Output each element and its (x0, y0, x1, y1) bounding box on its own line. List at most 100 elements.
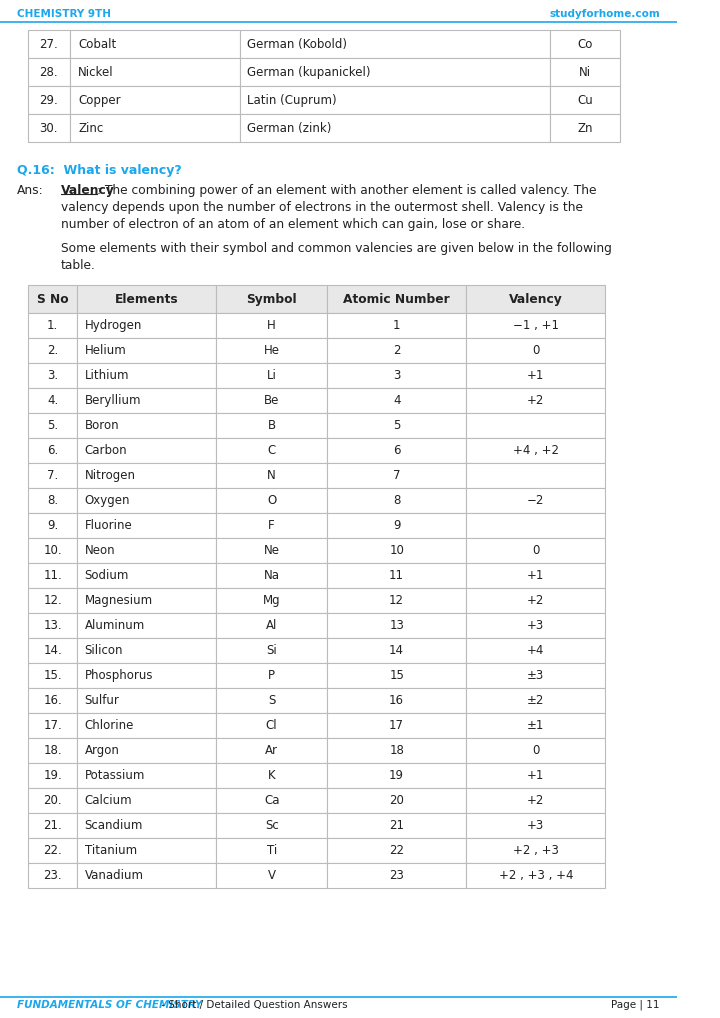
Bar (327, 838, 467, 863)
Bar (77, 688, 216, 713)
Text: Chlorine: Chlorine (84, 719, 134, 732)
Bar (327, 688, 467, 713)
Text: Ne: Ne (264, 544, 279, 557)
Bar (327, 413, 467, 438)
Bar (467, 713, 606, 738)
Text: Ar: Ar (265, 744, 278, 757)
Bar (327, 438, 467, 463)
Bar (216, 838, 327, 863)
Text: +4 , +2: +4 , +2 (513, 444, 559, 457)
Bar (327, 538, 467, 563)
Text: 22.: 22. (43, 844, 62, 857)
Bar (28, 663, 77, 688)
Bar (216, 863, 327, 888)
Text: +3: +3 (527, 819, 544, 832)
Bar (28, 488, 77, 513)
Text: 30.: 30. (40, 121, 58, 134)
Bar (327, 663, 467, 688)
Text: 3: 3 (393, 369, 400, 382)
Bar (467, 388, 606, 413)
Bar (28, 588, 77, 613)
Text: number of electron of an atom of an element which can gain, lose or share.: number of electron of an atom of an elem… (61, 218, 525, 231)
Bar (467, 285, 606, 313)
Text: 21.: 21. (43, 819, 62, 832)
Bar (28, 764, 77, 788)
Bar (28, 813, 77, 838)
Bar (77, 663, 216, 688)
Bar (77, 738, 216, 764)
Text: 16: 16 (389, 694, 404, 706)
Bar (327, 513, 467, 538)
Text: 18: 18 (390, 744, 404, 757)
Bar (77, 463, 216, 488)
Text: V: V (268, 869, 276, 882)
Text: 14.: 14. (43, 644, 62, 657)
Bar (550, 86, 621, 114)
Bar (216, 613, 327, 638)
Text: German (zink): German (zink) (247, 121, 332, 134)
Bar (28, 863, 77, 888)
Text: 14: 14 (389, 644, 404, 657)
Bar (77, 338, 216, 363)
Text: 0: 0 (532, 344, 539, 357)
Bar (327, 388, 467, 413)
Bar (28, 114, 71, 142)
Text: Sulfur: Sulfur (84, 694, 120, 706)
Text: +2: +2 (527, 394, 544, 407)
Bar (71, 86, 240, 114)
Bar (327, 713, 467, 738)
Text: studyforhome.com: studyforhome.com (549, 9, 660, 19)
Text: 20.: 20. (43, 794, 62, 807)
Bar (77, 285, 216, 313)
Text: Scandium: Scandium (84, 819, 143, 832)
Bar (77, 413, 216, 438)
Bar (216, 813, 327, 838)
Text: Ti: Ti (266, 844, 276, 857)
Text: Li: Li (266, 369, 276, 382)
Bar (467, 764, 606, 788)
Bar (550, 30, 621, 58)
Bar (216, 663, 327, 688)
Bar (28, 738, 77, 764)
Bar (327, 764, 467, 788)
Bar (327, 863, 467, 888)
Text: 7: 7 (393, 469, 400, 482)
Text: S: S (268, 694, 275, 706)
Bar (77, 764, 216, 788)
Text: Copper: Copper (78, 94, 121, 107)
Bar (77, 813, 216, 838)
Text: Nitrogen: Nitrogen (84, 469, 135, 482)
Text: Na: Na (264, 569, 279, 582)
Text: B: B (268, 419, 276, 432)
Bar (467, 863, 606, 888)
Text: Ca: Ca (264, 794, 279, 807)
Text: 21: 21 (389, 819, 404, 832)
Text: He: He (264, 344, 279, 357)
Text: 19.: 19. (43, 769, 62, 782)
Text: F: F (269, 519, 275, 532)
Bar (467, 413, 606, 438)
Text: +2 , +3 , +4: +2 , +3 , +4 (498, 869, 573, 882)
Text: 1: 1 (393, 319, 400, 332)
Bar (77, 788, 216, 813)
Text: 23: 23 (390, 869, 404, 882)
Text: Si: Si (266, 644, 277, 657)
Text: Page | 11: Page | 11 (611, 1000, 660, 1010)
Bar (216, 388, 327, 413)
Text: 1.: 1. (47, 319, 58, 332)
Text: Argon: Argon (84, 744, 120, 757)
Text: −1 , +1: −1 , +1 (513, 319, 559, 332)
Bar (77, 388, 216, 413)
Text: 5: 5 (393, 419, 400, 432)
Text: 17.: 17. (43, 719, 62, 732)
Text: Valency: Valency (509, 292, 562, 305)
Bar (327, 588, 467, 613)
Text: 10: 10 (390, 544, 404, 557)
Bar (77, 638, 216, 663)
Text: C: C (268, 444, 276, 457)
Text: 2: 2 (393, 344, 400, 357)
Text: 6.: 6. (47, 444, 58, 457)
Text: Carbon: Carbon (84, 444, 127, 457)
Text: Q.16:  What is valency?: Q.16: What is valency? (17, 164, 181, 177)
Text: Zn: Zn (577, 121, 593, 134)
